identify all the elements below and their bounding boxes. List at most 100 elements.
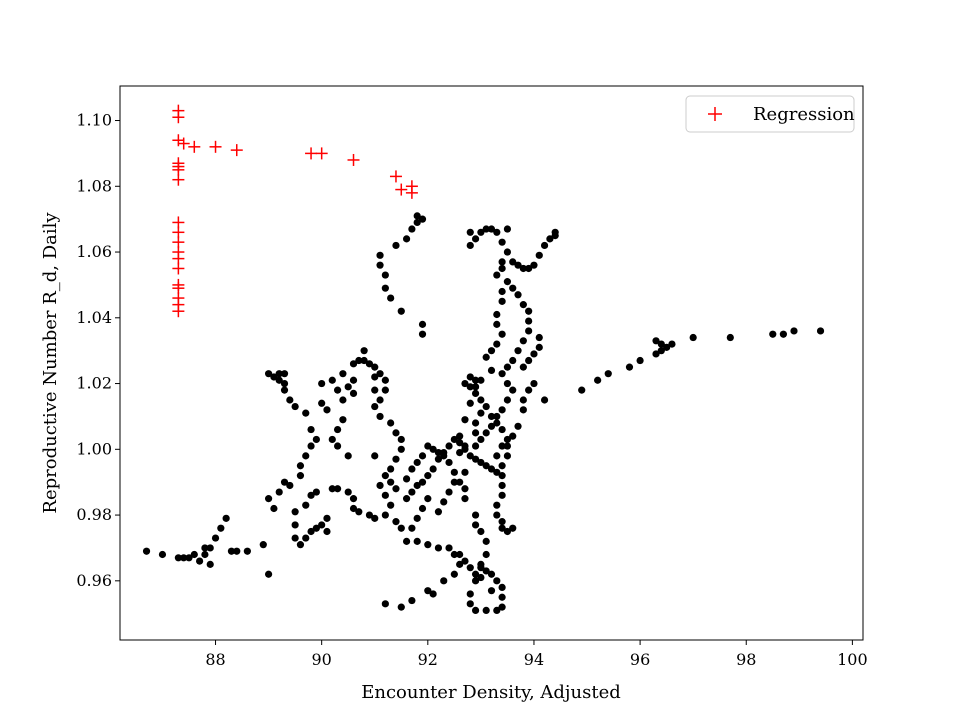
data-point [413, 514, 421, 522]
data-point [461, 495, 469, 503]
data-point [461, 442, 469, 450]
data-point [503, 435, 512, 444]
data-point [392, 455, 400, 463]
data-point [307, 425, 315, 434]
data-point [493, 468, 501, 476]
data-point [652, 350, 660, 358]
data-point [604, 370, 612, 378]
data-point [466, 228, 474, 236]
data-point [450, 435, 458, 444]
data-point [259, 541, 267, 549]
data-point [456, 478, 464, 486]
regression-point [405, 186, 418, 199]
data-point [509, 432, 517, 440]
data-point [296, 472, 305, 480]
data-point [387, 465, 395, 473]
data-point [323, 514, 331, 522]
data-point [578, 386, 586, 394]
data-point [365, 511, 374, 519]
data-point [509, 524, 517, 532]
data-point [275, 370, 283, 378]
data-point [477, 435, 485, 444]
data-point [376, 481, 384, 490]
data-point [726, 333, 734, 342]
data-point [381, 376, 389, 384]
data-point [339, 416, 347, 424]
data-point [493, 271, 501, 279]
data-point [503, 442, 512, 450]
data-point [509, 386, 517, 394]
data-point [312, 488, 320, 496]
legend-label-regression: Regression [753, 104, 855, 125]
data-point [381, 491, 389, 499]
regression-point [172, 173, 185, 186]
data-point [450, 550, 458, 559]
data-point [323, 527, 331, 536]
data-point [418, 504, 427, 513]
regression-point [177, 137, 190, 150]
data-point [652, 337, 660, 345]
regression-point [389, 170, 402, 183]
data-point [360, 347, 368, 355]
data-point [280, 379, 289, 388]
data-point [185, 554, 193, 562]
data-point [503, 363, 512, 371]
data-point [397, 435, 405, 444]
data-point [392, 429, 400, 437]
data-point [434, 455, 443, 463]
data-point [487, 366, 496, 374]
data-point [349, 495, 358, 503]
y-tick-label: 1.10 [76, 111, 112, 130]
data-point [286, 481, 294, 490]
data-point [482, 567, 490, 575]
data-point [328, 435, 336, 444]
data-point [265, 570, 273, 578]
data-point [514, 422, 522, 430]
data-point [456, 439, 464, 447]
data-point [280, 478, 289, 486]
data-point [381, 284, 389, 292]
data-point [222, 514, 230, 522]
data-point [445, 488, 453, 496]
x-tick-label: 88 [205, 650, 225, 669]
y-tick-label: 0.96 [76, 571, 112, 590]
data-point [471, 577, 480, 585]
data-point [211, 534, 220, 542]
data-point [509, 356, 517, 365]
data-point [471, 429, 480, 437]
data-point [318, 521, 326, 529]
data-point [471, 511, 480, 519]
data-point [376, 251, 384, 259]
data-point [466, 373, 474, 381]
data-point [355, 356, 363, 365]
data-point [509, 258, 517, 266]
data-point [413, 537, 421, 545]
data-point [424, 442, 432, 450]
data-point [466, 564, 474, 572]
x-tick-label: 90 [311, 650, 331, 669]
data-point [668, 340, 676, 348]
data-point [498, 370, 506, 378]
data-point [779, 330, 787, 338]
data-point [387, 501, 395, 509]
data-point [344, 383, 352, 391]
data-point [418, 330, 427, 338]
data-point [408, 524, 416, 532]
data-point [270, 373, 278, 381]
data-point [482, 225, 490, 233]
data-point [461, 468, 469, 476]
y-tick-label: 0.98 [76, 505, 112, 524]
data-point [333, 386, 342, 394]
data-point [498, 524, 506, 532]
data-point [429, 465, 437, 473]
data-point [381, 511, 389, 519]
data-point [270, 504, 278, 513]
data-point [418, 215, 427, 223]
data-point [498, 238, 506, 246]
data-point [381, 271, 389, 279]
data-point [392, 241, 400, 250]
data-point [498, 603, 506, 611]
data-point [471, 389, 480, 398]
data-point [381, 600, 389, 608]
y-tick-label: 1.00 [76, 439, 112, 458]
